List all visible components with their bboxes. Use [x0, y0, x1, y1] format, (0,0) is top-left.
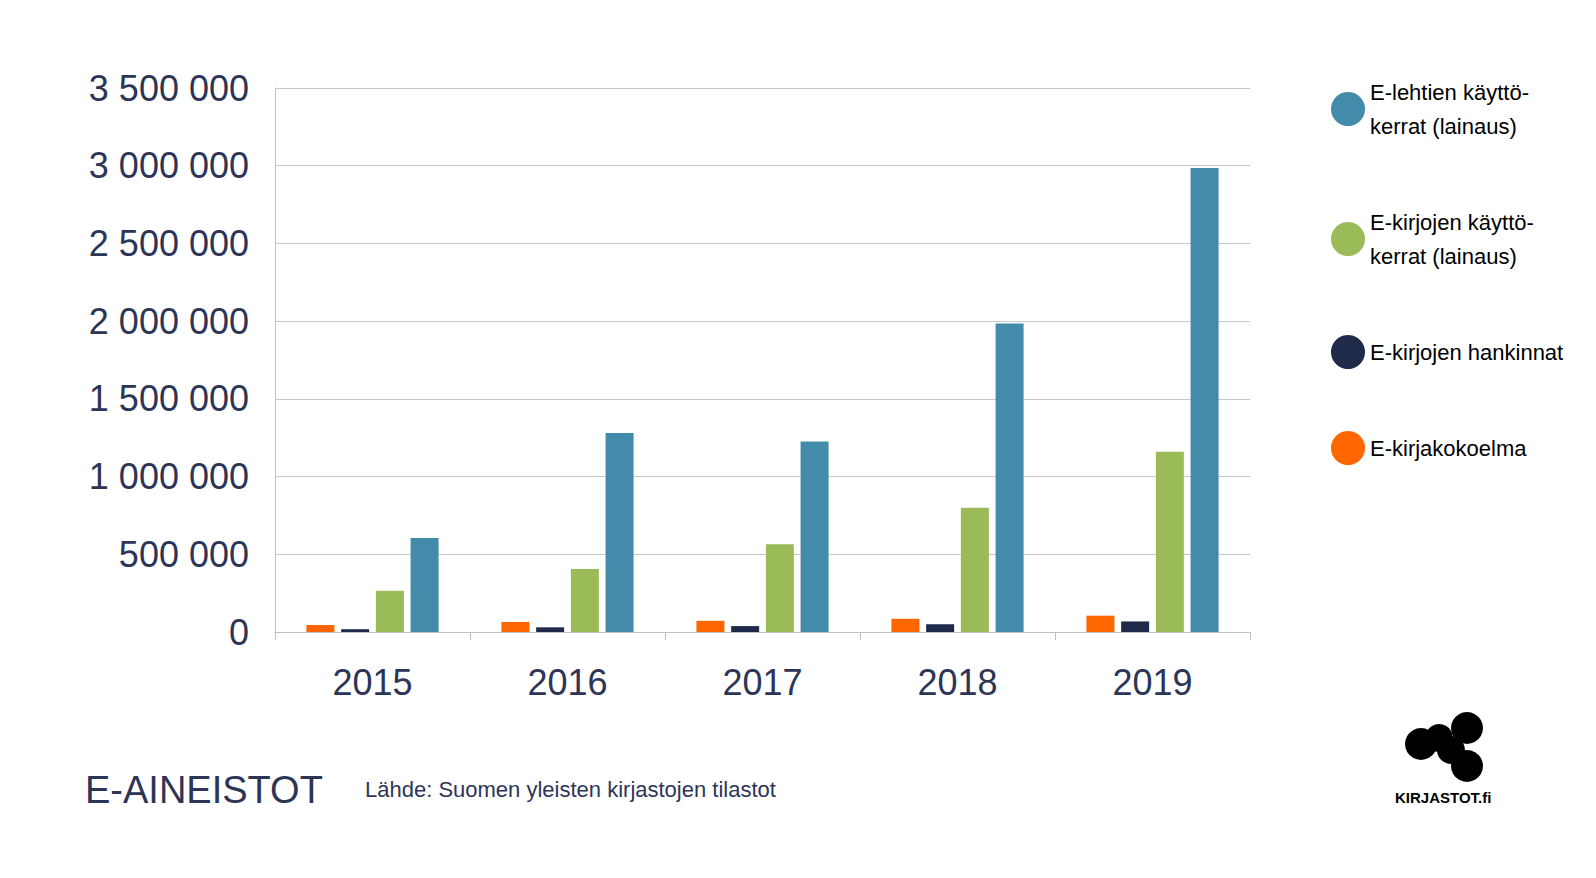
svg-text:E-kirjojen hankinnat: E-kirjojen hankinnat: [1370, 340, 1563, 365]
svg-text:KIRJASTOT.fi: KIRJASTOT.fi: [1395, 789, 1491, 806]
svg-text:2019: 2019: [1112, 662, 1192, 703]
svg-text:2018: 2018: [917, 662, 997, 703]
svg-text:kerrat (lainaus): kerrat (lainaus): [1370, 244, 1517, 269]
svg-text:2 000 000: 2 000 000: [89, 301, 249, 342]
svg-text:1 000 000: 1 000 000: [89, 456, 249, 497]
svg-text:3 000 000: 3 000 000: [89, 145, 249, 186]
svg-text:2015: 2015: [332, 662, 412, 703]
svg-text:kerrat (lainaus): kerrat (lainaus): [1370, 114, 1517, 139]
svg-text:E-kirjakokoelma: E-kirjakokoelma: [1370, 436, 1527, 461]
svg-text:2016: 2016: [527, 662, 607, 703]
svg-text:Lähde: Suomen yleisten kirjast: Lähde: Suomen yleisten kirjastojen tilas…: [365, 777, 776, 802]
svg-text:2 500 000: 2 500 000: [89, 223, 249, 264]
svg-text:E-kirjojen käyttö-: E-kirjojen käyttö-: [1370, 210, 1534, 235]
svg-text:2017: 2017: [722, 662, 802, 703]
svg-text:0: 0: [229, 612, 249, 653]
svg-text:1 500 000: 1 500 000: [89, 378, 249, 419]
svg-text:3 500 000: 3 500 000: [89, 68, 249, 109]
svg-text:500 000: 500 000: [119, 534, 249, 575]
svg-text:E-AINEISTOT: E-AINEISTOT: [85, 769, 323, 811]
svg-text:E-lehtien käyttö-: E-lehtien käyttö-: [1370, 80, 1529, 105]
